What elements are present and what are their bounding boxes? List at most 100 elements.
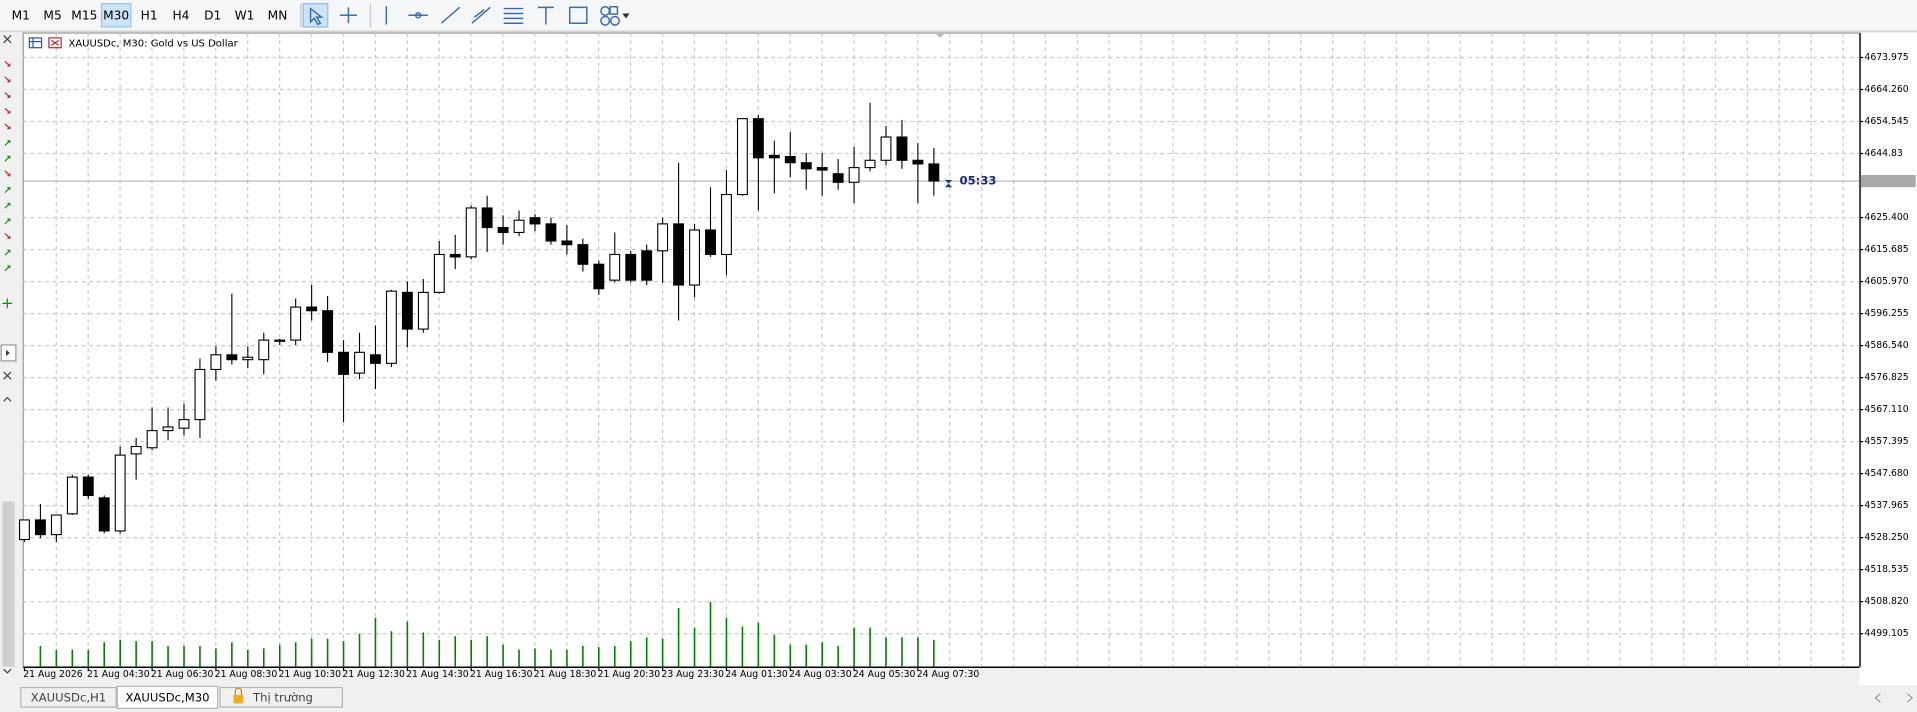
candle-body	[50, 514, 62, 536]
tab-label: XAUUSDc,H1	[31, 690, 106, 704]
tab-label: XAUUSDc,M30	[125, 690, 209, 704]
text-tool[interactable]	[537, 6, 554, 25]
x-tick-label: 21 Aug 06:30	[151, 669, 214, 680]
candle-body	[705, 229, 716, 256]
tab[interactable]	[20, 686, 117, 708]
tab-label: Thị trường	[252, 690, 313, 704]
y-tick-label: 4586.540	[1864, 340, 1908, 351]
timeframe-button[interactable]: D1	[204, 8, 221, 22]
tab-scroll[interactable]	[1874, 693, 1914, 703]
candle-body	[210, 354, 222, 371]
candle-body	[689, 229, 700, 286]
y-tick-label: 4673.975	[1864, 52, 1908, 63]
tab-active[interactable]	[116, 685, 219, 709]
lock-icon	[233, 694, 244, 704]
candle-body	[226, 354, 238, 361]
candle-body	[481, 207, 493, 229]
channel-tool[interactable]	[471, 6, 491, 24]
candle-body	[545, 223, 557, 242]
chart-area	[22, 32, 1861, 668]
cursor-icon	[309, 7, 324, 26]
timeframe-active	[100, 3, 132, 28]
signal-icon	[4, 170, 11, 177]
y-tick-label: 4654.545	[1864, 116, 1908, 127]
timeframe-button[interactable]: H4	[172, 8, 189, 22]
timeframe-button[interactable]: M5	[43, 8, 61, 22]
candle-body	[274, 339, 286, 342]
trendline-tool[interactable]	[440, 6, 461, 24]
timeframe-button[interactable]: H1	[141, 8, 158, 22]
candle-body	[848, 167, 860, 183]
y-tick-label: 4518.535	[1864, 564, 1908, 575]
fibo-tool[interactable]	[503, 7, 524, 24]
tabs: XAUUSDc,H1 XAUUSDc,M30 Thị trường	[20, 685, 343, 709]
crosshair-tool[interactable]	[339, 7, 357, 24]
candle-body	[19, 519, 30, 541]
candle-body	[162, 426, 174, 432]
signal-icon	[4, 60, 11, 67]
candle-body	[385, 290, 397, 364]
y-tick-label: 4615.685	[1864, 244, 1908, 255]
scrollbar[interactable]	[2, 501, 15, 667]
shapes-tool[interactable]	[568, 6, 588, 24]
y-tick-label: 4576.825	[1864, 372, 1908, 383]
candle-body	[609, 253, 621, 281]
candle-body	[98, 497, 110, 532]
signal-icon	[4, 140, 11, 147]
timeframe-button[interactable]: MN	[268, 8, 288, 22]
candle-body	[513, 219, 525, 233]
x-tick-label: 21 Aug 04:30	[87, 669, 150, 680]
signal-icon	[4, 265, 11, 272]
y-tick-label: 4557.395	[1864, 436, 1908, 447]
candle-body	[880, 136, 892, 161]
y-tick-label: 4625.400	[1864, 212, 1908, 223]
side-icons	[0, 35, 17, 674]
timeframe-button[interactable]: M30	[103, 8, 129, 22]
candle-body	[194, 368, 206, 421]
candle-body	[306, 306, 318, 312]
x-tick-label: 23 Aug 23:30	[661, 669, 724, 680]
grid	[23, 33, 1860, 667]
candle-body	[736, 118, 748, 196]
close-icon[interactable]	[3, 371, 12, 380]
candle-body	[896, 136, 908, 161]
timeframe-button[interactable]: W1	[235, 8, 255, 22]
toolbar	[0, 0, 1917, 31]
candle-body	[657, 223, 669, 252]
timeframe-button[interactable]: M15	[71, 8, 97, 22]
signal-icon	[4, 249, 11, 256]
price-axis	[1859, 33, 1917, 686]
signal-icon	[4, 155, 11, 162]
candle-body	[529, 217, 541, 225]
chart-icon	[28, 37, 43, 49]
candle-body	[449, 253, 461, 258]
shift-marker	[935, 33, 946, 38]
drawing-tools	[300, 2, 630, 28]
cursor-tool[interactable]	[302, 2, 329, 28]
signal-icon	[4, 107, 11, 114]
tab[interactable]	[219, 686, 343, 708]
y-tick-label: 4664.260	[1864, 84, 1908, 95]
x-tick-label: 21 Aug 12:30	[342, 669, 405, 680]
timeframe-button[interactable]: M1	[12, 8, 30, 22]
signal-icon	[4, 218, 11, 225]
close-icon[interactable]	[3, 35, 12, 44]
signal-icon	[4, 187, 11, 193]
y-tick-label: 4508.820	[1864, 596, 1908, 607]
x-tick-label: 24 Aug 07:30	[917, 669, 980, 680]
candle-body	[66, 476, 78, 515]
candle-body	[82, 476, 94, 497]
y-tick-label: 4499.105	[1864, 628, 1908, 639]
y-tick-label: 4596.255	[1864, 308, 1908, 319]
candle-body	[242, 356, 254, 361]
candle-body	[178, 419, 190, 429]
candle-body	[784, 156, 796, 164]
bar-timer: 05:33	[960, 174, 997, 188]
y-tick-label: 4547.680	[1864, 468, 1908, 479]
signal-icon	[4, 92, 11, 98]
x-tick-label: 21 Aug 08:30	[215, 669, 278, 680]
candle-body	[417, 291, 429, 330]
signal-icon	[4, 232, 11, 239]
candle-body	[800, 162, 812, 170]
